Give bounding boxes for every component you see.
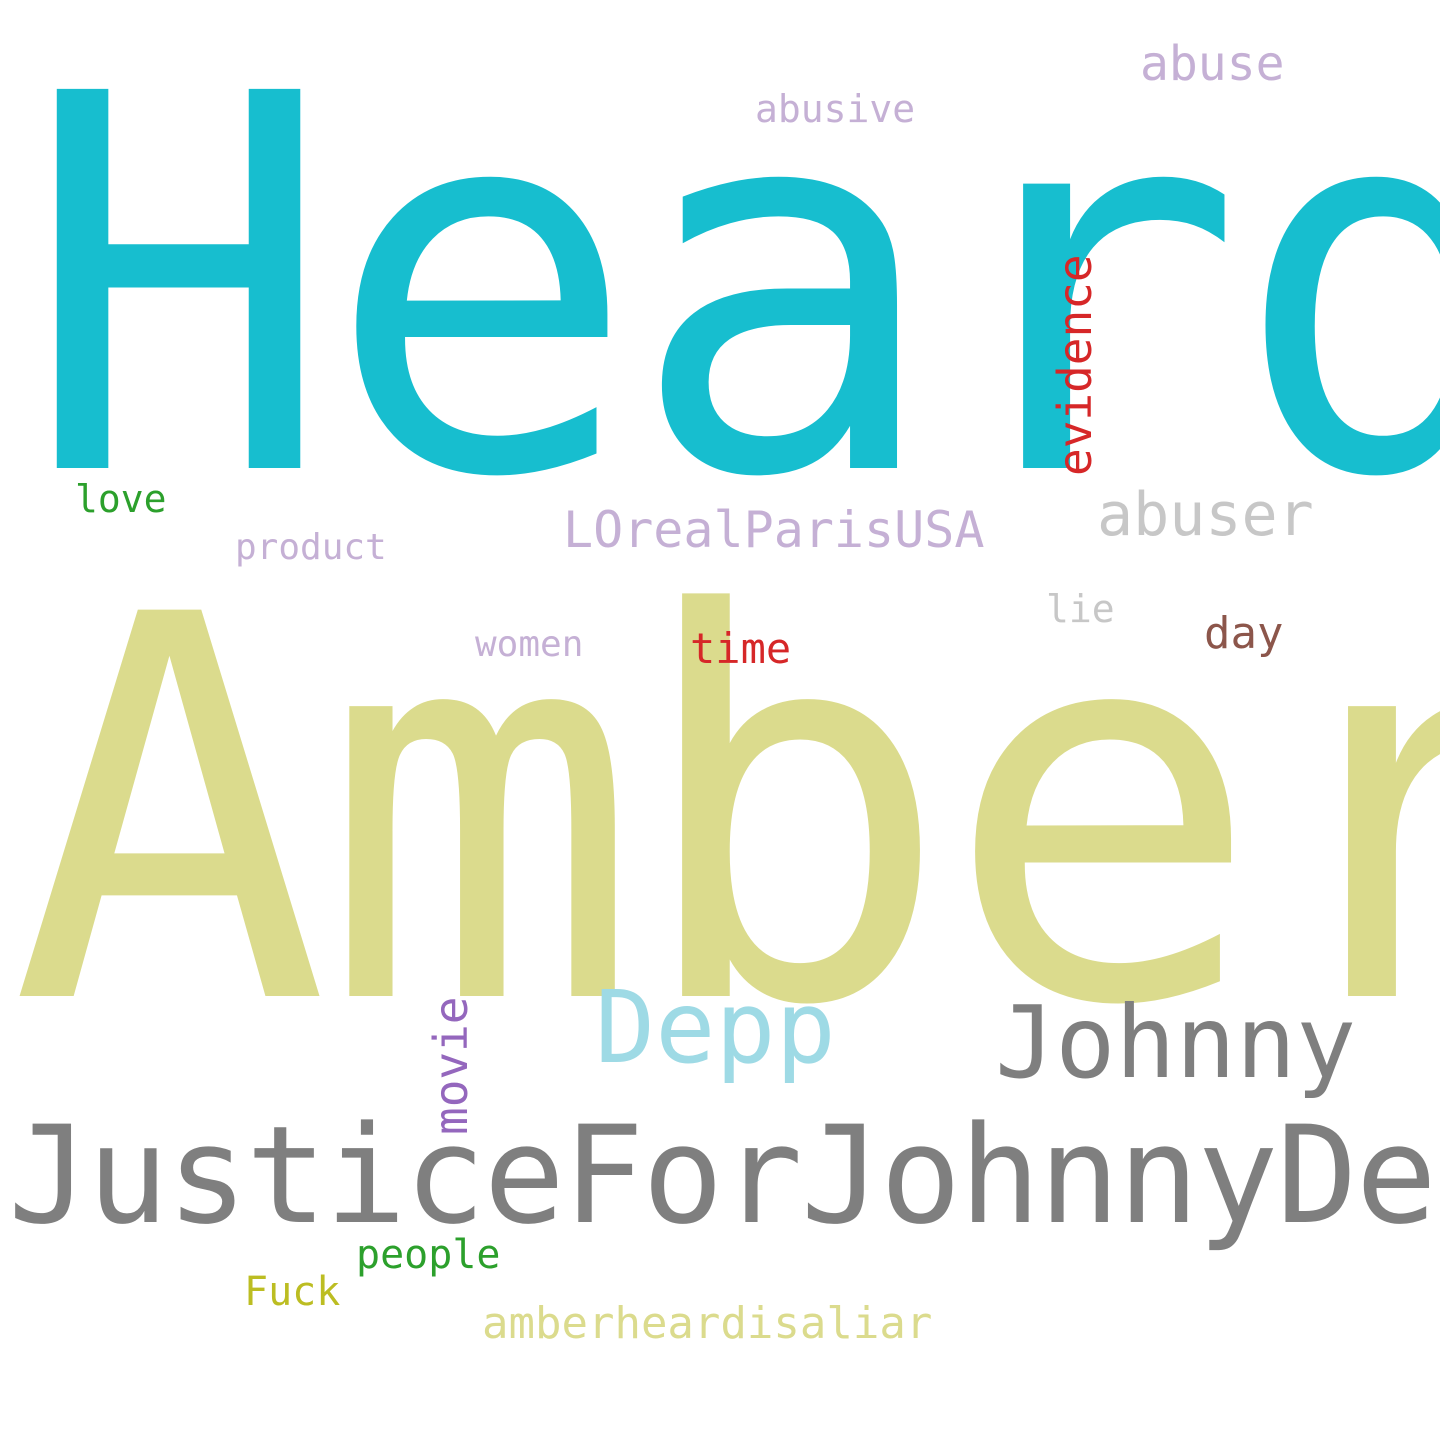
- word-depp: Depp: [595, 969, 836, 1086]
- word-amber: Amber: [10, 504, 1440, 1121]
- word-justicefor-johnnydepp: JusticeForJohnnyDepp: [8, 1097, 1440, 1254]
- word-lorealparisusa: LOrealParisUSA: [563, 501, 985, 559]
- word-love: love: [75, 477, 167, 521]
- word-time: time: [690, 624, 792, 673]
- word-women: women: [475, 624, 584, 665]
- word-product: product: [235, 527, 387, 568]
- word-day: day: [1204, 608, 1284, 659]
- word-lie: lie: [1046, 587, 1115, 631]
- word-movie: movie: [424, 996, 478, 1135]
- word-amberheardisaliar: amberheardisaliar: [482, 1298, 933, 1349]
- word-abusive: abusive: [755, 87, 916, 131]
- word-abuser: abuser: [1097, 480, 1314, 550]
- word-heard: Heard: [22, 0, 1440, 591]
- word-fuck: Fuck: [244, 1269, 341, 1315]
- word-abuse: abuse: [1140, 36, 1285, 92]
- word-people: people: [356, 1232, 501, 1278]
- word-evidence: evidence: [1048, 254, 1102, 476]
- word-johnny: Johnny: [995, 984, 1357, 1101]
